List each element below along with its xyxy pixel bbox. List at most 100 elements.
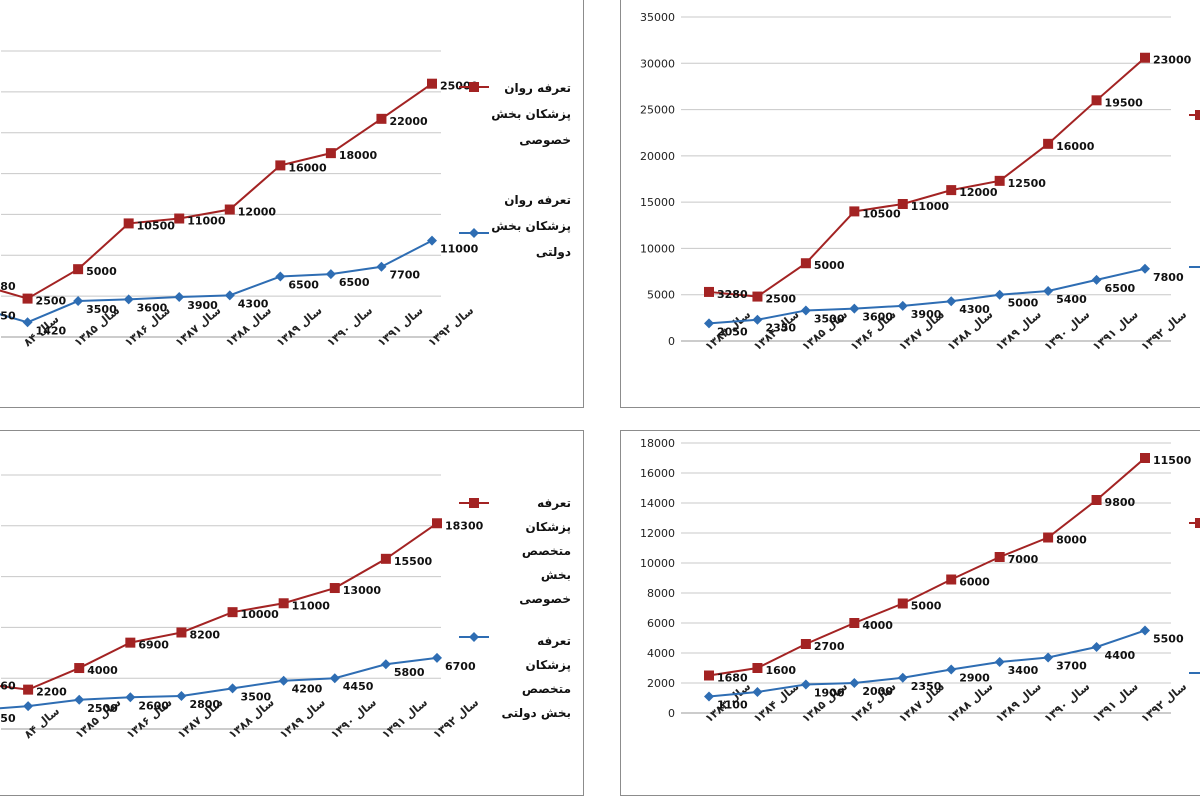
- data-label: 4450: [343, 680, 374, 693]
- data-label: 6900: [138, 639, 169, 652]
- data-label: 11000: [440, 243, 479, 256]
- x-tick-label: سال ۱۳۹۰: [324, 304, 375, 349]
- data-point-diamond: [1140, 263, 1150, 274]
- data-point-square: [22, 293, 33, 304]
- x-tick-label: سال ۱۳۹۱: [1090, 308, 1141, 353]
- data-point-diamond: [22, 317, 33, 328]
- data-label: 3700: [1056, 660, 1087, 673]
- line-chart: 0 5000 10000 15000 20000 25000 30000 35000 سال ۱…: [640, 11, 1200, 353]
- y-tick-label: 10000: [640, 242, 675, 255]
- data-label: 7000: [1008, 553, 1039, 566]
- data-label: 1650: [0, 712, 16, 725]
- data-label: 4300: [959, 303, 990, 316]
- legend-key-marker: [469, 498, 479, 508]
- data-label: 4200: [292, 683, 323, 696]
- data-label: 2900: [959, 672, 990, 685]
- series-line-blue: [708, 629, 1146, 698]
- data-point-square: [752, 291, 763, 302]
- x-tick-label: سال ۱۳۹۲: [431, 696, 482, 741]
- data-label: 11000: [187, 215, 226, 228]
- data-point-diamond: [1043, 652, 1054, 663]
- data-point-diamond: [994, 657, 1005, 667]
- data-point-square: [227, 607, 238, 618]
- data-label: 1100: [717, 699, 748, 712]
- data-point-diamond: [800, 679, 811, 690]
- data-point-square: [275, 160, 286, 171]
- chart-panel-psychiatrist-fees: سال ۸۴ سال ۱۳۸۵ سال ۱۳۸۶ سال ۱۳۸۷ سال ۱۳۸۸ سا…: [0, 0, 584, 408]
- legend-key-marker: [1195, 518, 1200, 528]
- data-label: 5500: [1153, 633, 1184, 646]
- series-line-red: [0, 82, 433, 300]
- legend-label: تعرفه روان پزشکان بخش دولتی: [491, 193, 571, 259]
- data-point-diamond: [380, 659, 391, 670]
- legend-key-marker: [469, 228, 479, 238]
- data-point-diamond: [704, 318, 714, 329]
- data-point-square: [427, 78, 437, 89]
- data-point-diamond: [325, 269, 336, 280]
- legend-label: تعرفه روان پزشکان بخش خصوصی: [491, 81, 571, 147]
- data-label: 11500: [1153, 454, 1192, 467]
- data-label: 12000: [959, 186, 998, 199]
- data-point-square: [994, 175, 1005, 186]
- data-label: 1600: [765, 664, 796, 677]
- data-point-diamond: [1091, 274, 1102, 285]
- data-label: 11000: [292, 599, 331, 612]
- data-label: 3500: [814, 312, 845, 325]
- x-tick-label: سال ۱۳۹۰: [1042, 680, 1093, 725]
- y-tick-label: 15000: [640, 196, 675, 209]
- data-point-diamond: [174, 291, 185, 302]
- legend-key-marker: [1195, 110, 1200, 120]
- data-label: 4400: [1105, 649, 1136, 662]
- data-label: 3280: [0, 280, 16, 293]
- data-label: 2050: [0, 310, 16, 323]
- y-tick-label: 14000: [640, 497, 675, 510]
- data-label: 3900: [911, 308, 942, 321]
- chart-legend: تعرفه پزشکان متخصص بخش خصوصی تعرفه پزشکا…: [491, 491, 571, 725]
- data-point-square: [897, 598, 908, 609]
- data-label: 2700: [814, 640, 845, 653]
- data-label: 3600: [862, 311, 893, 324]
- data-label: 2050: [717, 325, 748, 338]
- data-point-diamond: [1140, 625, 1150, 636]
- data-point-diamond: [800, 305, 811, 316]
- data-label: 2800: [189, 698, 220, 711]
- data-point-diamond: [227, 683, 238, 694]
- data-label: 6000: [959, 576, 990, 589]
- data-label: 22000: [389, 115, 428, 128]
- data-label: 5000: [1008, 297, 1039, 310]
- data-label: 5000: [814, 259, 845, 272]
- data-label: 9800: [1105, 496, 1136, 509]
- series-line-red: [708, 56, 1146, 298]
- x-tick-label: سال ۱۳۹۲: [426, 304, 477, 349]
- data-point-square: [1043, 138, 1054, 149]
- data-label: 15500: [394, 555, 433, 568]
- data-point-square: [123, 218, 134, 229]
- series-line-blue: [0, 239, 433, 324]
- data-label: 1420: [36, 324, 67, 337]
- legend-label: تعرفه پزشکان متخصص بخش دولتی: [501, 634, 571, 720]
- data-point-square: [278, 598, 289, 609]
- data-label: 10500: [862, 207, 901, 220]
- y-tick-label: 12000: [640, 527, 675, 540]
- data-label: 2500: [765, 293, 796, 306]
- data-label: 12500: [1008, 177, 1047, 190]
- data-point-diamond: [278, 675, 289, 686]
- data-point-diamond: [1043, 286, 1054, 297]
- data-label: 3900: [187, 299, 218, 312]
- x-tick-label: سال ۱۳۹۰: [328, 696, 379, 741]
- x-tick-label: سال ۱۳۸۹: [993, 680, 1044, 725]
- y-tick-label: 20000: [640, 150, 675, 163]
- data-point-diamond: [432, 652, 442, 663]
- data-point-diamond: [176, 690, 187, 701]
- data-label: 5000: [86, 265, 117, 278]
- data-label: 2500: [87, 702, 118, 715]
- y-tick-label: 30000: [640, 57, 675, 70]
- y-tick-label: 10000: [640, 557, 675, 570]
- data-point-square: [376, 113, 387, 124]
- data-point-square: [176, 627, 187, 638]
- data-label: 3280: [717, 288, 748, 301]
- data-point-diamond: [752, 687, 763, 697]
- data-point-diamond: [329, 673, 340, 684]
- data-label: 2200: [36, 686, 67, 699]
